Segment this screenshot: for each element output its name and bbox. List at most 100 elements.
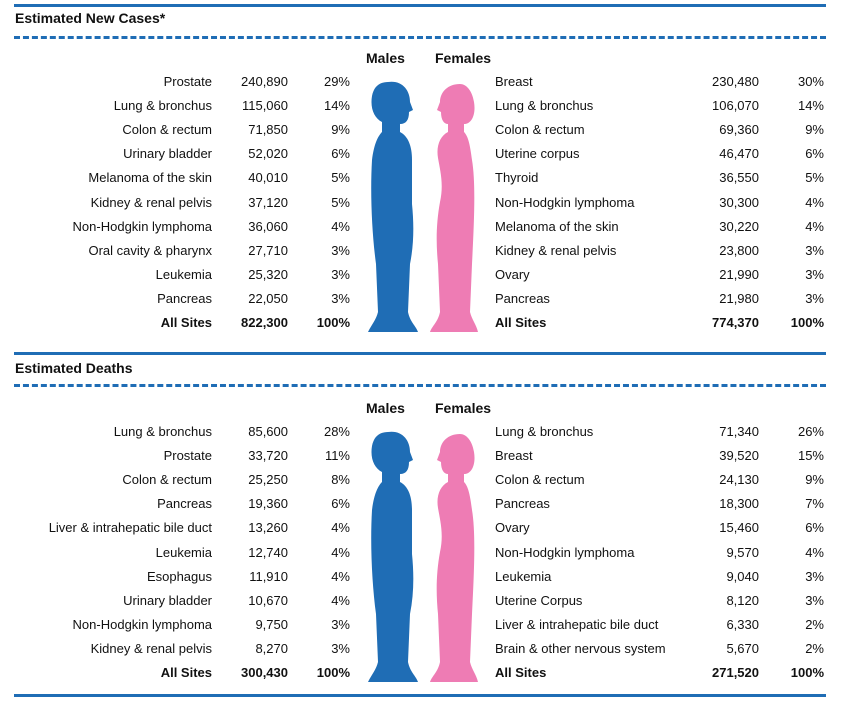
female-site: Leukemia (495, 568, 552, 584)
male-percent: 6% (331, 496, 350, 512)
female-site: All Sites (495, 665, 547, 680)
female-site: Non-Hodgkin lymphoma (495, 194, 635, 210)
female-percent: 9% (805, 122, 824, 138)
female-site: Breast (495, 448, 533, 464)
male-count: 71,850 (248, 122, 288, 138)
male-count: 25,320 (248, 266, 288, 282)
male-percent: 4% (331, 218, 350, 234)
male-count: 22,050 (248, 290, 288, 306)
male-site: Melanoma of the skin (88, 170, 212, 186)
female-count: 71,340 (719, 424, 759, 439)
male-site: Leukemia (155, 544, 212, 560)
male-site: Pancreas (157, 496, 212, 512)
male-site: Liver & intrahepatic bile duct (48, 520, 212, 536)
female-percent: 6% (805, 146, 824, 162)
section-title: Estimated Deaths (15, 360, 133, 376)
female-percent: 7% (805, 496, 824, 512)
female-site: Thyroid (495, 170, 539, 186)
male-percent: 29% (323, 74, 350, 89)
male-site: All Sites (160, 315, 212, 330)
female-site: Non-Hodgkin lymphoma (495, 544, 635, 560)
male-percent: 3% (331, 640, 350, 656)
females-header: Females (435, 400, 492, 416)
female-percent: 14% (797, 98, 824, 114)
female-percent: 100% (790, 665, 824, 680)
male-percent: 6% (331, 146, 350, 162)
female-count: 36,550 (719, 170, 759, 186)
males-header: Males (366, 50, 405, 66)
male-site: Pancreas (157, 290, 212, 306)
female-percent: 3% (805, 592, 824, 608)
male-site: Non-Hodgkin lymphoma (72, 218, 212, 234)
female-percent: 4% (805, 544, 824, 560)
female-site: Lung & bronchus (495, 424, 594, 439)
female-count: 24,130 (719, 472, 759, 488)
male-count: 8,270 (255, 640, 288, 656)
female-count: 230,480 (712, 74, 759, 89)
female-count: 30,300 (719, 194, 759, 210)
male-percent: 4% (331, 592, 350, 608)
female-count: 8,120 (726, 592, 759, 608)
female-percent: 3% (805, 266, 824, 282)
male-percent: 4% (331, 544, 350, 560)
male-percent: 4% (331, 520, 350, 536)
male-count: 10,670 (248, 592, 288, 608)
male-site: Colon & rectum (122, 472, 212, 488)
female-count: 18,300 (719, 496, 759, 512)
male-site: Non-Hodgkin lymphoma (72, 616, 212, 632)
male-percent: 8% (331, 472, 350, 488)
male-site: Oral cavity & pharynx (88, 242, 212, 258)
female-site: Pancreas (495, 290, 550, 306)
female-percent: 2% (805, 616, 824, 632)
male-percent: 3% (331, 616, 350, 632)
female-count: 5,670 (726, 640, 759, 656)
male-count: 13,260 (248, 520, 288, 536)
female-count: 15,460 (719, 520, 759, 536)
rule (14, 352, 826, 355)
female-count: 9,570 (726, 544, 759, 560)
female-count: 106,070 (712, 98, 759, 114)
female-percent: 4% (805, 218, 824, 234)
male-count: 300,430 (241, 665, 288, 680)
female-percent: 2% (805, 640, 824, 656)
female-site: Colon & rectum (495, 472, 585, 488)
female-percent: 4% (805, 194, 824, 210)
male-percent: 3% (331, 242, 350, 258)
female-site: Liver & intrahepatic bile duct (495, 616, 659, 632)
female-site: Uterine corpus (495, 146, 580, 162)
female-percent: 100% (790, 315, 824, 330)
female-percent: 6% (805, 520, 824, 536)
male-count: 9,750 (255, 616, 288, 632)
female-site: Brain & other nervous system (495, 640, 666, 656)
female-site: Uterine Corpus (495, 592, 583, 608)
female-count: 39,520 (719, 448, 759, 464)
female-percent: 3% (805, 242, 824, 258)
male-count: 40,010 (248, 170, 288, 186)
female-site: Breast (495, 74, 533, 89)
male-site: Prostate (163, 448, 212, 464)
male-count: 52,020 (248, 146, 288, 162)
male-count: 12,740 (248, 544, 288, 560)
females-header: Females (435, 50, 492, 66)
female-site: Lung & bronchus (495, 98, 594, 114)
female-percent: 9% (805, 472, 824, 488)
male-site: Kidney & renal pelvis (90, 194, 212, 210)
female-count: 21,990 (719, 266, 759, 282)
female-count: 30,220 (719, 218, 759, 234)
male-count: 25,250 (248, 472, 288, 488)
male-count: 115,060 (241, 98, 288, 114)
male-count: 85,600 (248, 424, 288, 439)
male-percent: 3% (331, 290, 350, 306)
male-site: Esophagus (146, 568, 212, 584)
female-count: 271,520 (712, 665, 759, 680)
female-percent: 3% (805, 568, 824, 584)
male-percent: 14% (323, 98, 350, 114)
male-percent: 100% (316, 665, 350, 680)
female-site: Pancreas (495, 496, 550, 512)
male-percent: 9% (331, 122, 350, 138)
female-count: 6,330 (726, 616, 759, 632)
female-site: Kidney & renal pelvis (495, 242, 617, 258)
female-count: 23,800 (719, 242, 759, 258)
male-site: All Sites (160, 665, 212, 680)
